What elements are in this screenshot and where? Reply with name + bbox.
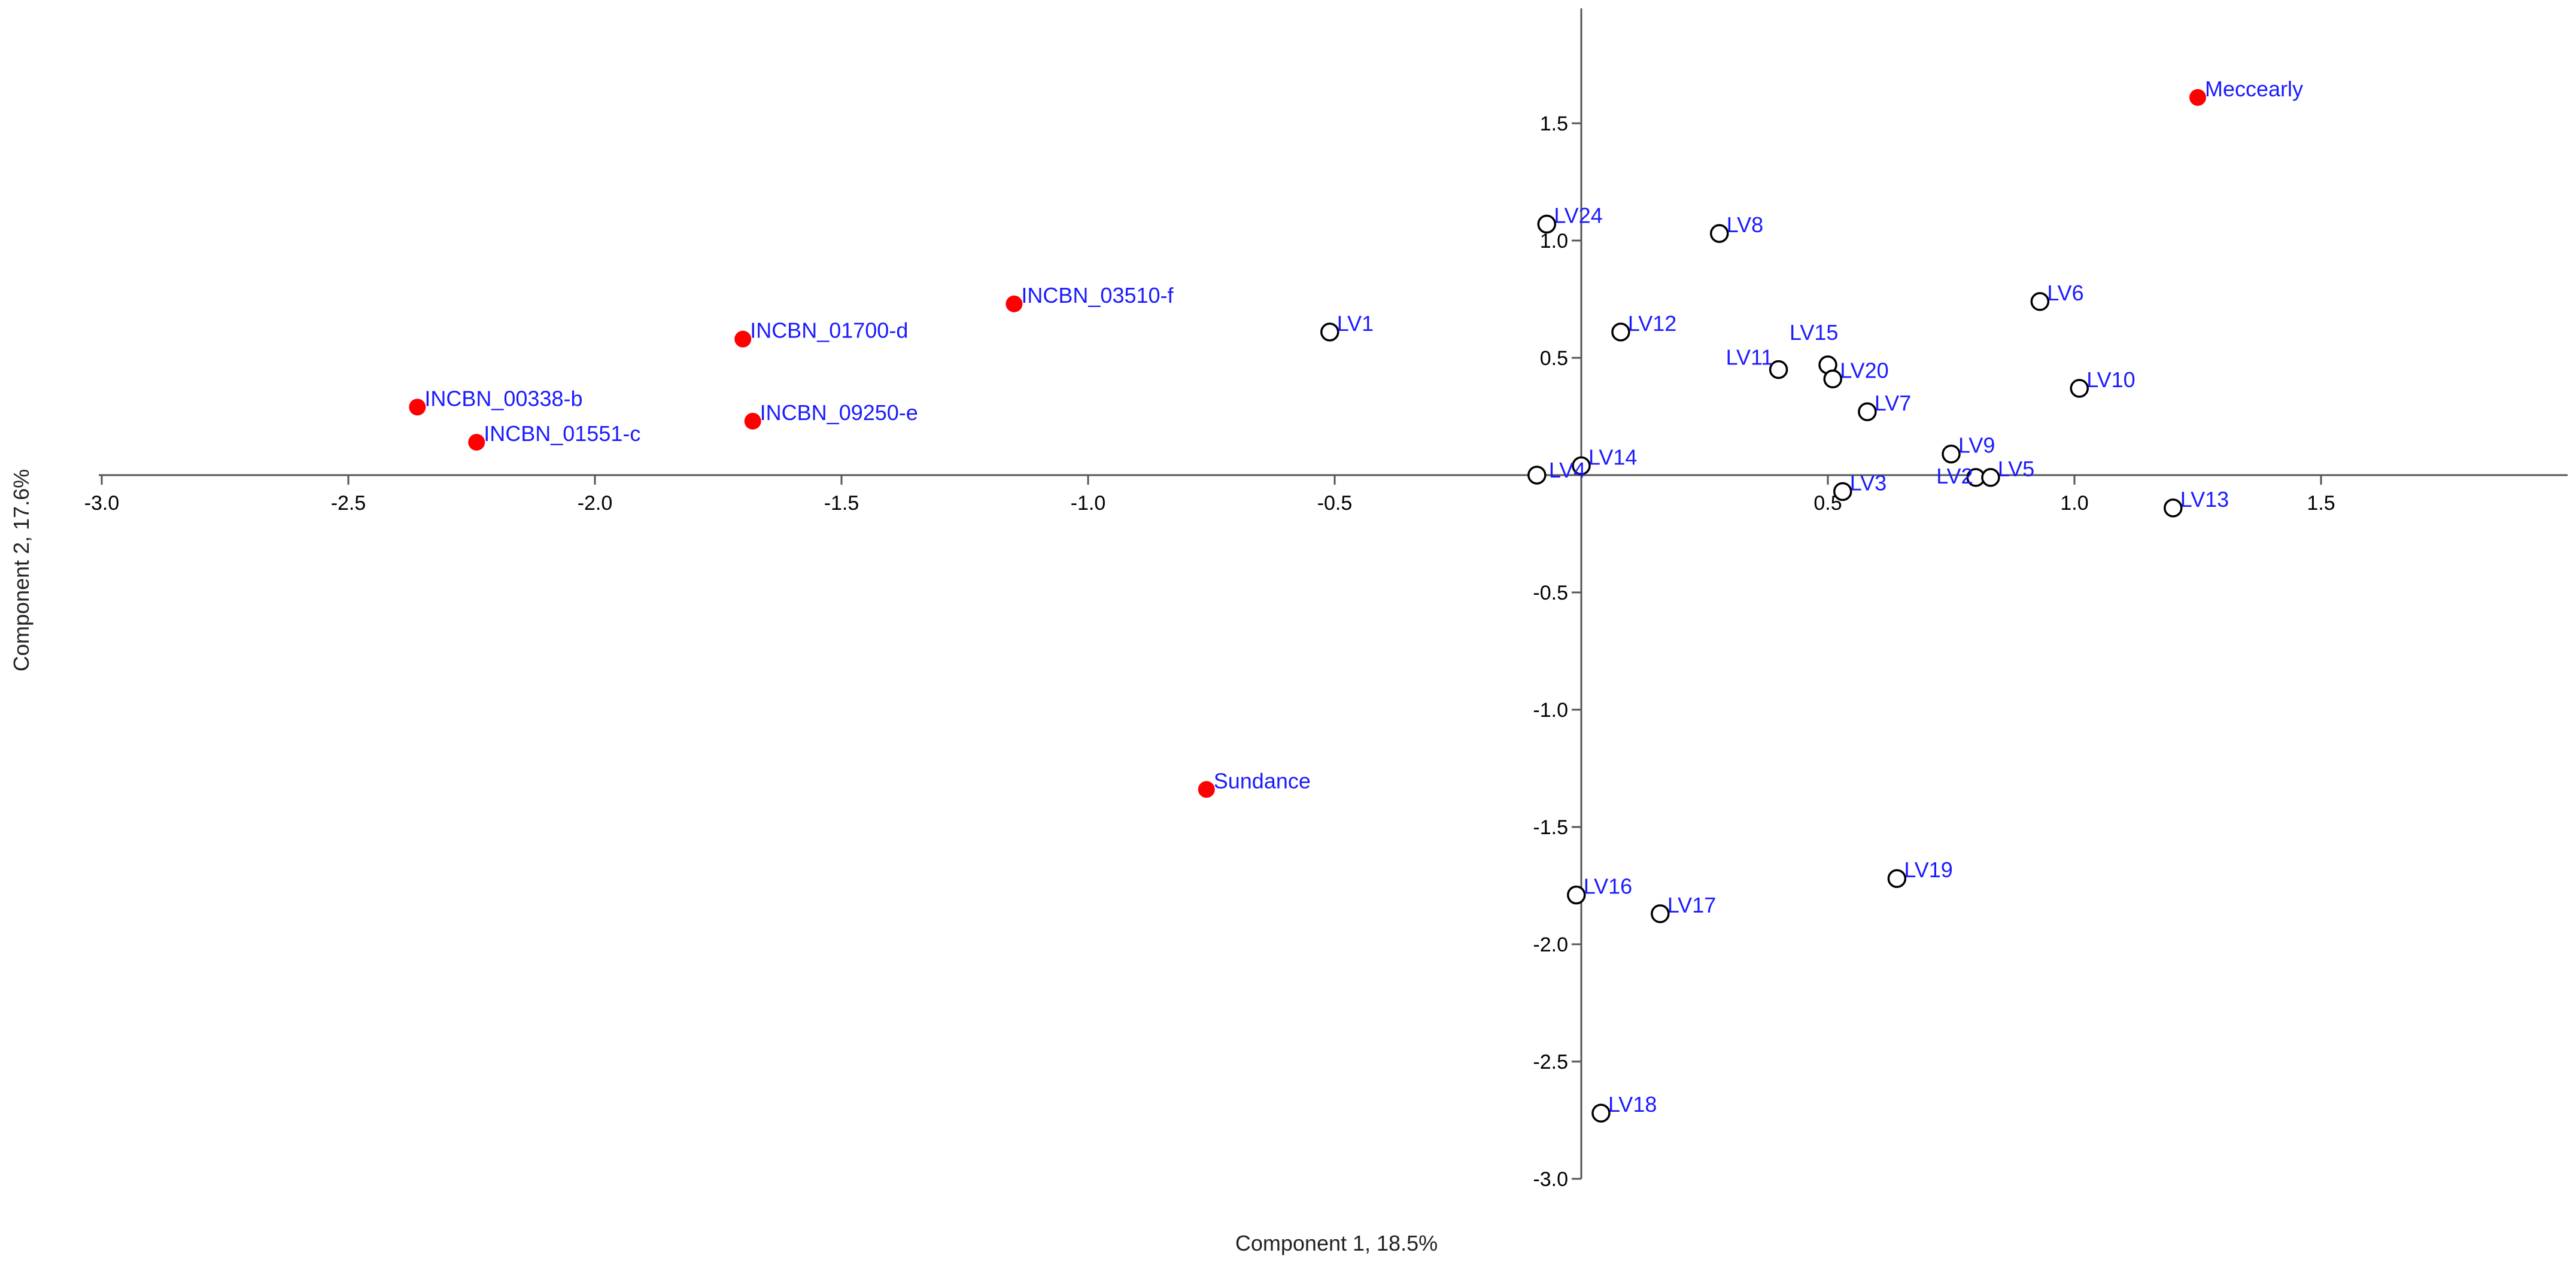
y-ticks: 1.5 1.0 0.5 -0.5 -1.0 -1.5 -2.0 -2.5 -3.0 [1533,112,1581,1191]
line-point[interactable] [1858,402,1877,421]
point-label: LV13 [2180,487,2229,512]
point-label: LV14 [1588,445,1637,469]
point-label: INCBN_01551-c [484,421,640,446]
reference-point[interactable] [2189,89,2206,106]
y-tick-label: -1.5 [1533,816,1568,839]
x-tick-label: -2.5 [331,492,366,515]
point-label: LV1 [1337,311,1374,336]
point-label: INCBN_00338-b [424,386,582,410]
line-point[interactable] [1709,224,1729,243]
x-tick-label: 1.5 [2307,492,2335,515]
point-label: Meccearly [2205,77,2303,101]
y-tick-label: -2.0 [1533,933,1568,956]
x-tick-label: -0.5 [1317,492,1353,515]
point-label: LV19 [1904,857,1952,882]
x-tick-label: -1.5 [824,492,859,515]
reference-point[interactable] [468,434,485,451]
line-point[interactable] [1651,904,1670,923]
point-label: LV3 [1850,470,1887,495]
point-label: LV15 [1790,320,1838,345]
reference-point[interactable] [734,330,752,348]
y-tick-label: -3.0 [1533,1168,1568,1191]
line-point[interactable] [1527,466,1547,485]
line-point[interactable] [1833,482,1852,501]
point-label: LV12 [1628,311,1676,336]
point-label: LV7 [1875,391,1911,415]
point-label: LV4 [1549,458,1585,482]
line-point[interactable] [1611,323,1630,342]
point-label: INCBN_01700-d [750,318,908,343]
y-tick-label: -0.5 [1533,582,1568,604]
line-point[interactable] [1823,369,1842,389]
point-label: Sundance [1214,768,1311,793]
y-axis-title: Component 2, 17.6% [9,469,34,671]
reference-point[interactable] [1006,295,1023,312]
point-label: LV2 [1936,464,1973,488]
x-ticks: -3.0 -2.5 -2.0 -1.5 -1.0 -0.5 0.5 1.0 1.5 [84,475,2335,515]
point-label: LV9 [1958,433,1995,458]
data-points: Meccearly INCBN_03510-f INCBN_01700-d INCBN… [409,77,2303,1123]
axes: -3.0 -2.5 -2.0 -1.5 -1.0 -0.5 0.5 1.0 1.5 1.5 1.0… [84,8,2568,1191]
y-tick-label: -2.5 [1533,1051,1568,1074]
x-tick-label: -1.0 [1071,492,1106,515]
line-point[interactable] [1537,214,1557,234]
point-label: LV8 [1727,212,1763,237]
x-tick-label: -3.0 [84,492,120,515]
x-tick-label: -2.0 [578,492,613,515]
y-tick-label: 1.0 [1540,230,1568,253]
line-point[interactable] [1567,885,1586,905]
line-point[interactable] [1572,456,1591,476]
line-point[interactable] [1981,468,2000,487]
point-label: LV20 [1840,358,1888,382]
point-label: LV5 [1998,457,2034,481]
line-point[interactable] [1887,869,1907,888]
point-label: LV6 [2047,281,2083,305]
point-label: LV16 [1584,874,1632,899]
line-point[interactable] [1769,360,1788,379]
line-point[interactable] [1320,323,1339,342]
point-label: INCBN_03510-f [1021,283,1174,308]
point-label: LV10 [2086,367,2135,392]
line-point[interactable] [1942,444,1961,464]
x-axis-title: Component 1, 18.5% [1235,1231,1438,1255]
line-point[interactable] [2164,498,2183,518]
line-point[interactable] [1591,1103,1611,1123]
point-label: INCBN_09250-e [760,400,918,425]
point-label: LV24 [1554,203,1602,228]
reference-point[interactable] [409,399,426,416]
y-tick-label: 1.5 [1540,112,1568,135]
y-tick-label: -1.0 [1533,699,1568,722]
reference-point[interactable] [744,412,761,430]
y-tick-label: 0.5 [1540,347,1568,370]
x-tick-label: 1.0 [2060,492,2088,515]
point-label: LV17 [1667,893,1716,917]
line-point[interactable] [2070,379,2089,398]
line-point[interactable] [2030,292,2050,311]
reference-point[interactable] [1198,781,1215,798]
point-label: LV18 [1608,1092,1657,1117]
point-label: LV11 [1726,345,1773,370]
